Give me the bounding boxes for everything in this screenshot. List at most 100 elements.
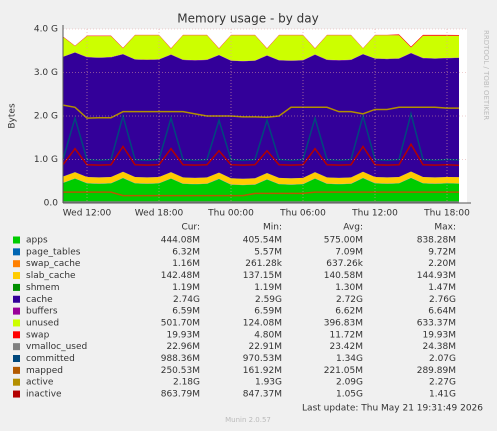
line (62, 110, 460, 162)
y-tick-label: 0.0 (44, 199, 59, 209)
legend-stat: 2.27G (429, 378, 456, 388)
legend-swatch (13, 248, 20, 256)
footer: Munin 2.0.57 (225, 416, 271, 424)
area (63, 34, 459, 49)
area (63, 177, 459, 203)
legend-stat: 575.00M (324, 236, 363, 246)
legend-swatch (13, 343, 20, 351)
chart-title: Memory usage - by day (177, 12, 318, 26)
y-tick-label: 3.0 G (34, 68, 58, 78)
side-text: RRDTOOL / TOBI OETIKER (482, 30, 490, 120)
legend-swatch (13, 390, 20, 398)
legend-stat: 5.57M (254, 247, 282, 257)
legend-stat: 838.28M (417, 236, 456, 246)
y-axis-label: Bytes (8, 103, 18, 129)
x-tick-label: Thu 12:00 (351, 209, 398, 219)
y-tick-label: 1.0 G (34, 155, 58, 165)
legend-stat: 1.16M (172, 259, 200, 269)
legend-stat: 22.96M (166, 342, 200, 352)
line (63, 191, 460, 197)
legend-label: slab_cache (26, 271, 76, 281)
column-header: Cur: (181, 223, 200, 233)
legend-stat: 2.20M (428, 259, 456, 269)
legend-label: buffers (26, 307, 58, 317)
legend-stat: 2.74G (173, 295, 200, 305)
column-header: Max: (434, 223, 456, 233)
legend-stat: 6.32M (172, 247, 200, 257)
legend-stat: 1.05G (336, 390, 363, 400)
legend-stat: 6.59M (254, 307, 282, 317)
legend-stat: 142.48M (161, 271, 200, 281)
last-update: Last update: Thu May 21 19:31:49 2026 (302, 404, 483, 414)
legend-stat: 19.93M (166, 330, 200, 340)
legend-stat: 633.37M (417, 318, 456, 328)
legend-label: page_tables (26, 247, 81, 257)
area (63, 177, 459, 186)
legend-stat: 23.42M (329, 342, 363, 352)
legend-stat: 2.18G (173, 378, 200, 388)
line (62, 104, 459, 119)
x-tick-label: Thu 00:00 (207, 209, 254, 219)
legend-label: vmalloc_used (26, 342, 87, 352)
legend-stat: 501.70M (161, 318, 200, 328)
legend-stat: 1.93G (255, 378, 282, 388)
legend-swatch (13, 272, 20, 280)
legend-stat: 970.53M (243, 354, 282, 364)
legend-label: committed (26, 354, 75, 364)
legend-stat: 6.64M (428, 307, 456, 317)
legend-stat: 405.54M (243, 236, 282, 246)
legend-stat: 140.58M (324, 271, 363, 281)
column-header: Avg: (343, 223, 363, 233)
legend-label: unused (26, 318, 59, 328)
x-tick-label: Thu 18:00 (423, 209, 470, 219)
legend-swatch (13, 319, 20, 327)
legend-stat: 289.89M (417, 366, 456, 376)
legend-stat: 6.62M (335, 307, 363, 317)
legend-stat: 19.93M (422, 330, 456, 340)
legend-swatch (13, 378, 20, 386)
legend-stat: 1.19M (254, 283, 282, 293)
legend-stat: 4.80M (254, 330, 282, 340)
legend-stat: 2.76G (429, 295, 456, 305)
legend-stat: 444.08M (161, 236, 200, 246)
legend-label: cache (26, 295, 53, 305)
legend-stat: 250.53M (161, 366, 200, 376)
legend-stat: 1.19M (172, 283, 200, 293)
legend-stat: 396.83M (324, 318, 363, 328)
legend-stat: 863.79M (161, 390, 200, 400)
legend-stat: 6.59M (172, 307, 200, 317)
legend-stat: 24.38M (422, 342, 456, 352)
legend-stat: 161.92M (243, 366, 282, 376)
legend-stat: 1.30M (335, 283, 363, 293)
area (63, 35, 459, 61)
legend-stat: 2.72G (336, 295, 363, 305)
legend-stat: 124.08M (243, 318, 282, 328)
y-tick-label: 4.0 G (34, 25, 58, 35)
legend-stat: 1.47M (428, 283, 456, 293)
legend-label: swap (26, 330, 50, 340)
legend-label: inactive (26, 390, 62, 400)
x-tick-label: Wed 12:00 (63, 209, 112, 219)
legend-swatch (13, 295, 20, 303)
legend-stat: 7.09M (335, 247, 363, 257)
legend-stat: 11.72M (329, 330, 363, 340)
legend-stat: 144.93M (417, 271, 456, 281)
line (62, 142, 460, 167)
legend-stat: 637.26k (326, 259, 363, 269)
legend-swatch (13, 307, 20, 315)
legend-swatch (13, 236, 20, 244)
legend-stat: 847.37M (243, 390, 282, 400)
legend-label: apps (26, 236, 48, 246)
area (63, 171, 459, 185)
legend-swatch (13, 331, 20, 339)
legend-stat: 2.07G (429, 354, 456, 364)
legend-swatch (13, 283, 20, 291)
y-tick-label: 2.0 G (34, 112, 58, 122)
column-header: Min: (263, 223, 282, 233)
legend-stat: 1.34G (336, 354, 363, 364)
legend-stat: 22.91M (248, 342, 282, 352)
x-tick-label: Wed 18:00 (135, 209, 184, 219)
legend-stat: 2.59G (255, 295, 282, 305)
